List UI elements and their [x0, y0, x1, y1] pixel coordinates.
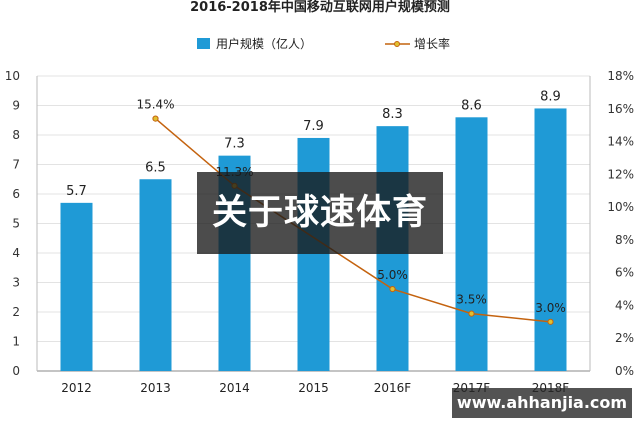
y-left-tick-label: 10	[5, 69, 20, 83]
y-left-tick-label: 6	[12, 187, 20, 201]
overlay-title-banner: 关于球速体育	[197, 172, 443, 254]
y-right-tick-label: 0%	[615, 364, 634, 378]
bar-value-label: 8.9	[540, 89, 561, 104]
bar-value-label: 8.3	[382, 107, 403, 122]
bar	[60, 202, 93, 371]
legend-bar-label: 用户规模（亿人）	[216, 36, 312, 51]
growth-value-label: 15.4%	[136, 98, 174, 112]
y-right-tick-label: 4%	[615, 298, 634, 312]
y-left-tick-label: 7	[12, 158, 20, 172]
y-left-tick-label: 2	[12, 305, 20, 319]
y-right-tick-label: 6%	[615, 266, 634, 280]
legend-bar-swatch	[197, 38, 210, 49]
y-right-tick-label: 10%	[607, 200, 634, 214]
x-tick-label: 2013	[140, 381, 171, 395]
y-left-tick-label: 4	[12, 246, 20, 260]
bar	[534, 108, 567, 371]
y-right-tick-label: 2%	[615, 331, 634, 345]
chart-title: 2016-2018年中国移动互联网用户规模预测	[190, 0, 450, 15]
y-right-tick-label: 18%	[607, 69, 634, 83]
y-left-tick-label: 3	[12, 276, 20, 290]
growth-point	[152, 115, 159, 122]
y-left-tick-label: 1	[12, 335, 20, 349]
bar-value-label: 5.7	[66, 184, 87, 199]
bar-value-label: 7.9	[303, 119, 324, 134]
y-left-tick-label: 9	[12, 99, 20, 113]
growth-value-label: 3.0%	[535, 301, 566, 315]
x-tick-label: 2015	[298, 381, 329, 395]
bar-value-label: 8.6	[461, 98, 482, 113]
x-tick-label: 2014	[219, 381, 250, 395]
bar-value-label: 7.3	[224, 137, 245, 152]
growth-value-label: 3.5%	[456, 293, 487, 307]
legend: 用户规模（亿人） 增长率	[197, 36, 450, 51]
y-right-tick-label: 8%	[615, 233, 634, 247]
bar-value-label: 6.5	[145, 160, 166, 175]
growth-point	[389, 285, 396, 293]
watermark-url: www.ahhanjia.com	[452, 388, 632, 418]
y-right-tick-label: 12%	[607, 167, 634, 181]
y-left-tick-label: 8	[12, 128, 20, 142]
growth-point	[468, 310, 475, 317]
y-left-tick-label: 5	[12, 217, 20, 231]
y-right-tick-label: 14%	[607, 135, 634, 149]
x-tick-label: 2012	[61, 381, 92, 395]
y-left-tick-label: 0	[12, 364, 20, 378]
y-right-tick-label: 16%	[607, 102, 634, 116]
legend-line-marker	[394, 41, 400, 47]
growth-value-labels: 15.4%11.3%5.0%3.5%3.0%	[136, 98, 565, 315]
bar	[455, 117, 488, 371]
bar-value-labels: 5.7 6.5 7.3 7.9 8.3 8.6 8.9	[66, 89, 561, 198]
growth-value-label: 5.0%	[377, 268, 408, 282]
bar	[139, 179, 172, 371]
growth-point	[547, 318, 554, 325]
x-tick-label: 2016F	[374, 381, 412, 395]
legend-line-label: 增长率	[414, 36, 450, 51]
